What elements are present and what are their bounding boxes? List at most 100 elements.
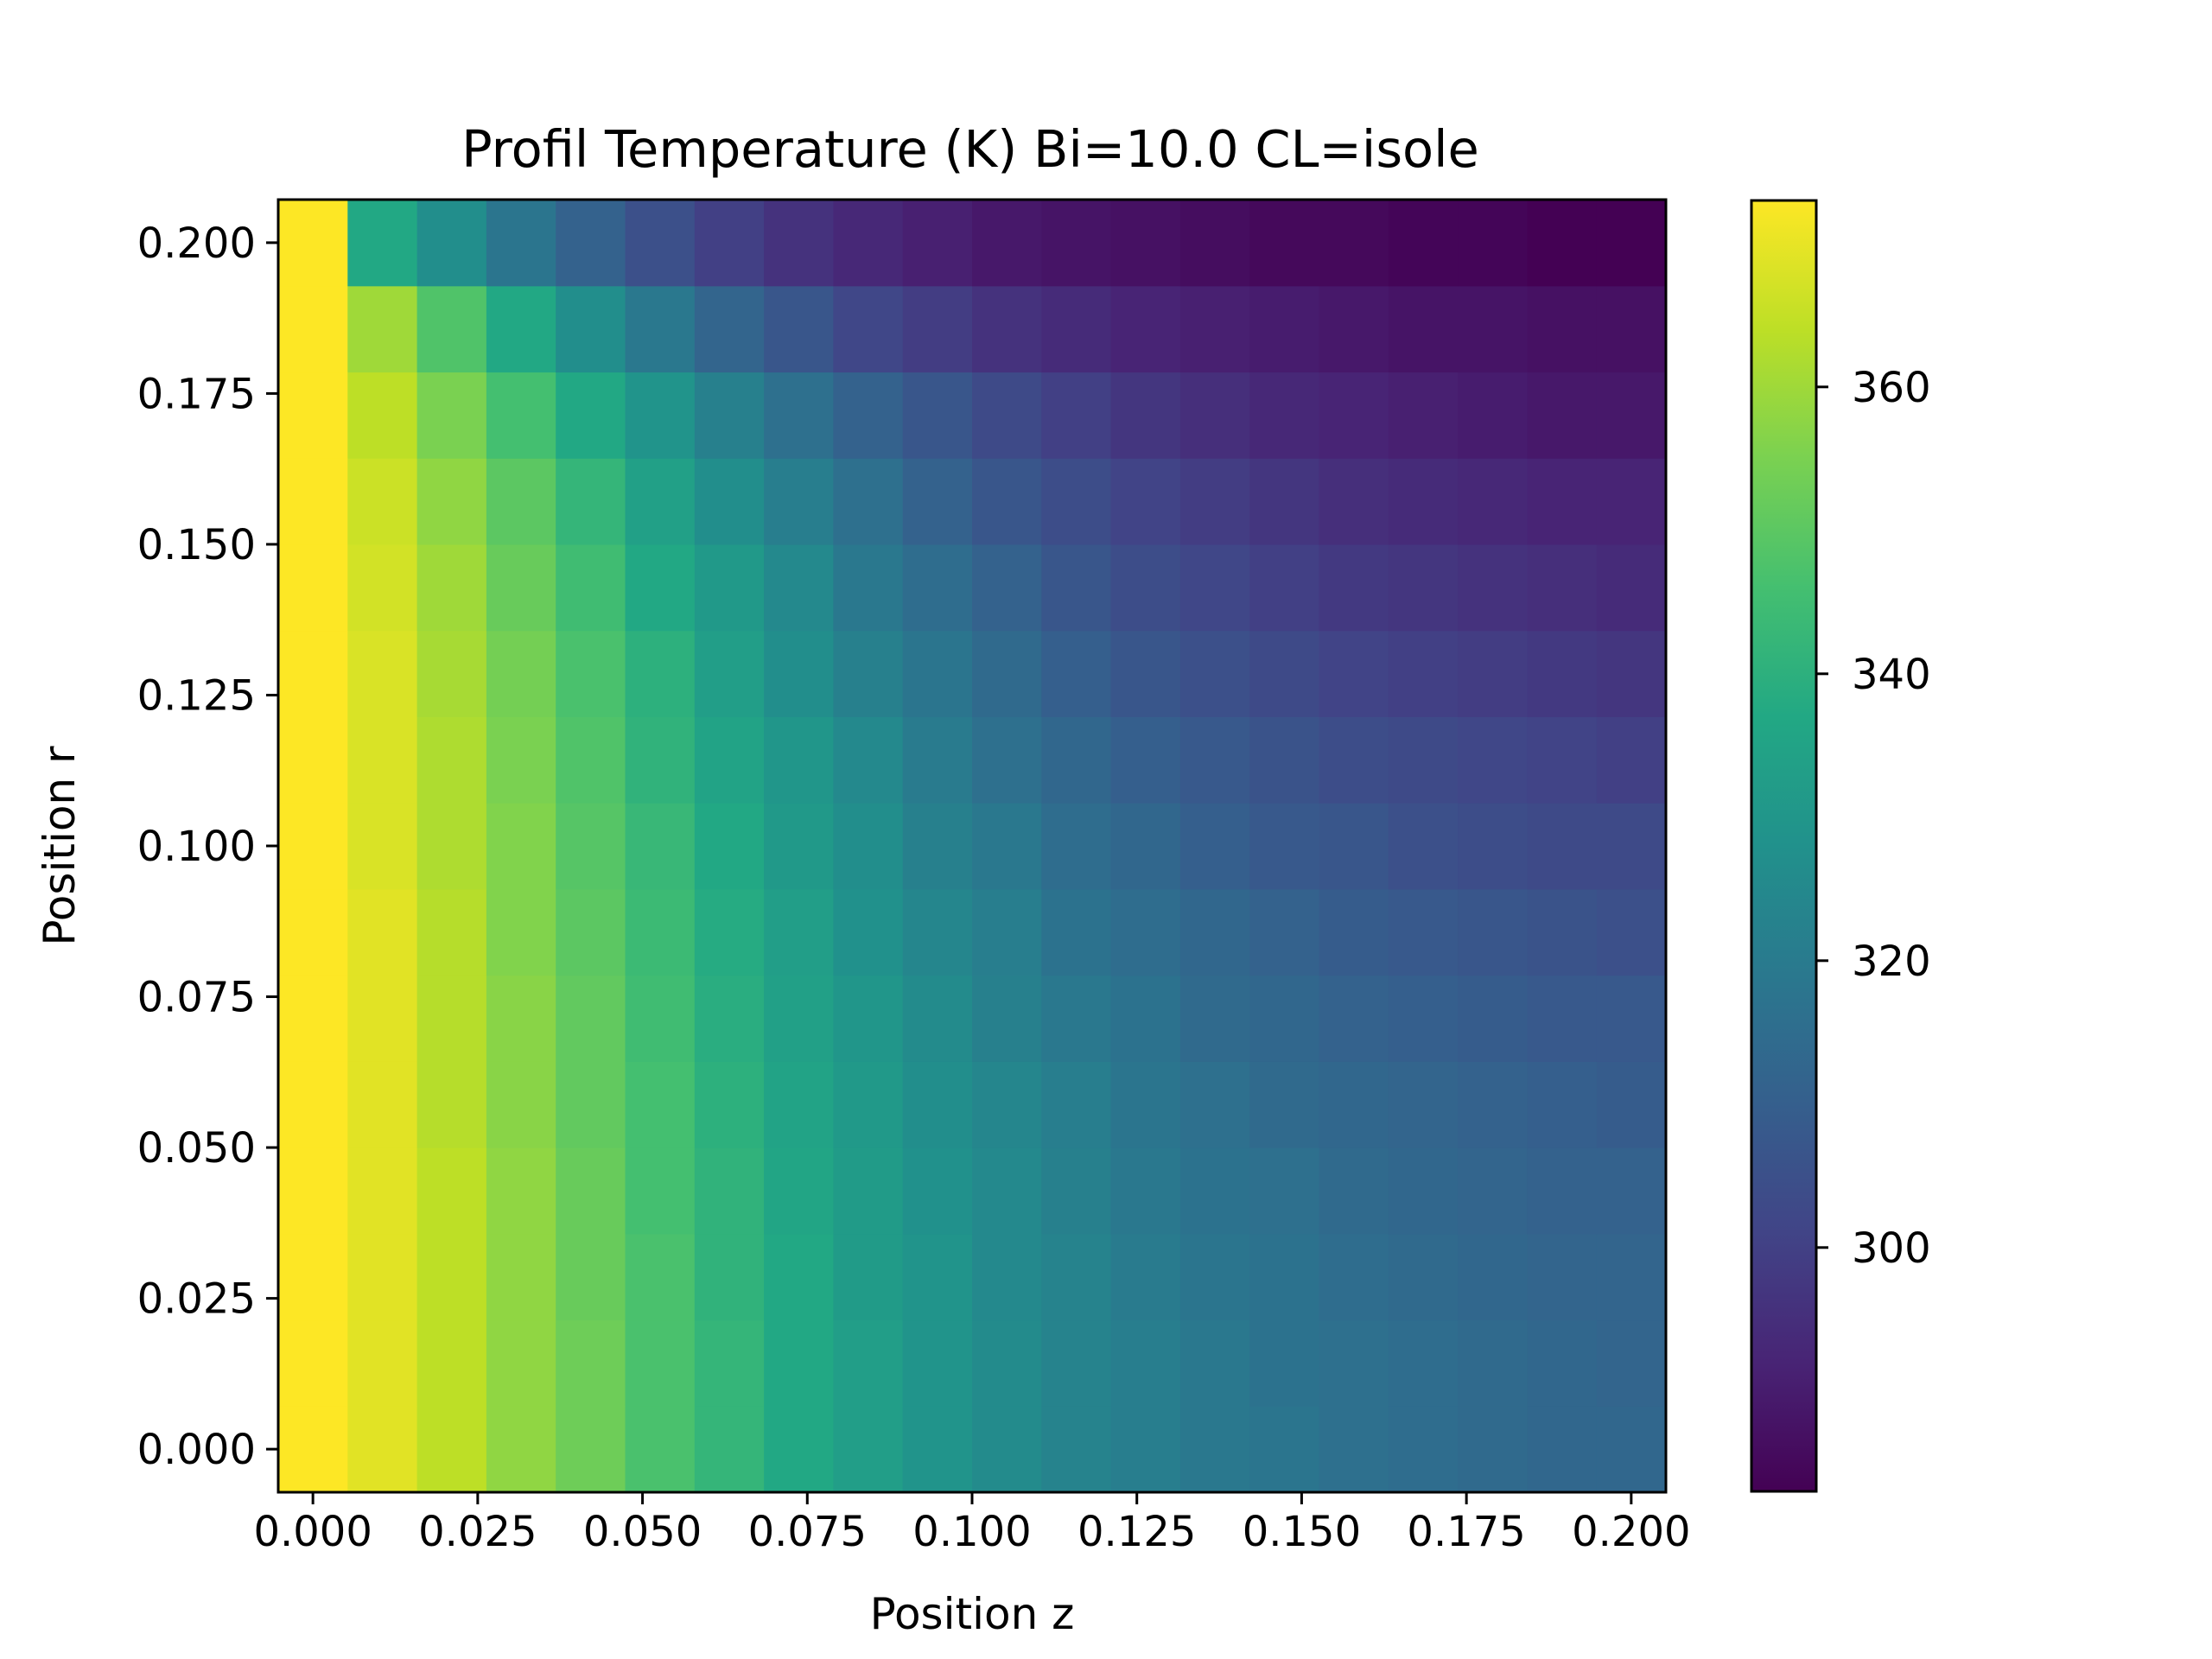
heatmap-cell (902, 1233, 973, 1321)
heatmap-cell (1458, 1406, 1528, 1493)
heatmap-cell (1041, 1147, 1112, 1235)
heatmap-cell (1388, 543, 1459, 632)
heatmap-cell (1527, 1147, 1598, 1235)
heatmap-cell (1110, 1319, 1181, 1407)
heatmap-cell (347, 975, 418, 1062)
heatmap-cell (486, 630, 556, 717)
heatmap-cell (416, 1233, 487, 1321)
heatmap-cell (1596, 285, 1667, 373)
heatmap-cell (972, 372, 1042, 459)
heatmap-cell (278, 1233, 348, 1321)
x-tick-label: 0.000 (253, 1508, 372, 1556)
heatmap-cell (1388, 888, 1459, 976)
heatmap-cell (972, 716, 1042, 804)
heatmap-cell (833, 372, 904, 459)
heatmap-cell (278, 458, 348, 545)
y-tick-label: 0.175 (137, 370, 256, 418)
heatmap-cells (278, 200, 1667, 1493)
heatmap-cell (1388, 458, 1459, 545)
x-tick-label: 0.175 (1407, 1508, 1525, 1556)
heatmap-cell (278, 1319, 348, 1407)
heatmap-cell (556, 1233, 626, 1321)
heatmap-cell (278, 1061, 348, 1148)
heatmap-cell (1249, 458, 1320, 545)
heatmap-cell (1041, 1061, 1112, 1148)
heatmap-cell (278, 1406, 348, 1493)
y-tick-label: 0.050 (137, 1124, 256, 1173)
heatmap-cell (1249, 1319, 1320, 1407)
heatmap-cell (416, 372, 487, 459)
heatmap-cell (625, 1233, 696, 1321)
heatmap-cell (1388, 200, 1459, 287)
heatmap-cell (694, 1233, 765, 1321)
heatmap-cell (764, 975, 834, 1062)
heatmap-cell (1110, 1147, 1181, 1235)
heatmap-cell (416, 803, 487, 890)
heatmap-cell (1527, 285, 1598, 373)
heatmap-cell (416, 630, 487, 717)
heatmap-cell (764, 888, 834, 976)
heatmap-cell (1319, 458, 1389, 545)
heatmap-cell (1179, 285, 1250, 373)
heatmap-cell (833, 716, 904, 804)
heatmap-cell (1179, 1147, 1250, 1235)
heatmap-cell (1041, 543, 1112, 632)
heatmap-cell (556, 888, 626, 976)
heatmap-cell (1319, 1061, 1389, 1148)
y-tick-label: 0.200 (137, 219, 256, 268)
heatmap-cell (972, 630, 1042, 717)
heatmap-cell (1527, 1406, 1598, 1493)
heatmap-cell (1388, 975, 1459, 1062)
heatmap-cell (902, 803, 973, 890)
heatmap-cell (1041, 1319, 1112, 1407)
heatmap-cell (1319, 803, 1389, 890)
heatmap-cell (1319, 1319, 1389, 1407)
heatmap-cell (902, 285, 973, 373)
heatmap-cell (1388, 630, 1459, 717)
heatmap-cell (625, 285, 696, 373)
y-tick-label: 0.150 (137, 521, 256, 569)
heatmap-cell (1041, 803, 1112, 890)
heatmap-cell (278, 200, 348, 287)
heatmap-cell (625, 630, 696, 717)
heatmap-cell (694, 1406, 765, 1493)
heatmap-cell (694, 975, 765, 1062)
heatmap-cell (1458, 1061, 1528, 1148)
heatmap-cell (278, 888, 348, 976)
heatmap-cell (1458, 716, 1528, 804)
heatmap-cell (902, 200, 973, 287)
heatmap-cell (972, 458, 1042, 545)
heatmap-cell (1388, 1233, 1459, 1321)
heatmap-cell (902, 975, 973, 1062)
heatmap-cell (1596, 1147, 1667, 1235)
heatmap-cell (902, 1147, 973, 1235)
heatmap-cell (833, 1061, 904, 1148)
heatmap-cell (902, 888, 973, 976)
heatmap-cell (764, 1233, 834, 1321)
heatmap-cell (1179, 975, 1250, 1062)
heatmap-cell (694, 1147, 765, 1235)
heatmap-cell (833, 200, 904, 287)
x-tick-label: 0.025 (418, 1508, 537, 1556)
heatmap-cell (1110, 200, 1181, 287)
x-axis-ticks: 0.000 0.025 0.050 0.075 0.100 0.125 0.150 0.175… (253, 1492, 1691, 1556)
heatmap-cell (278, 285, 348, 373)
heatmap-cell (486, 716, 556, 804)
heatmap-cell (972, 1406, 1042, 1493)
heatmap-cell (1249, 1406, 1320, 1493)
heatmap-cell (1458, 888, 1528, 976)
heatmap-cell (625, 1406, 696, 1493)
heatmap-cell (347, 458, 418, 545)
heatmap-cell (486, 1061, 556, 1148)
heatmap-cell (1596, 716, 1667, 804)
heatmap-cell (625, 1147, 696, 1235)
heatmap-cell (1041, 200, 1112, 287)
heatmap-cell (1388, 372, 1459, 459)
heatmap-cell (764, 716, 834, 804)
heatmap-cell (764, 543, 834, 632)
heatmap-cell (1110, 285, 1181, 373)
heatmap-cell (556, 1147, 626, 1235)
heatmap-cell (347, 200, 418, 287)
heatmap-cell (833, 1147, 904, 1235)
heatmap-cell (764, 458, 834, 545)
